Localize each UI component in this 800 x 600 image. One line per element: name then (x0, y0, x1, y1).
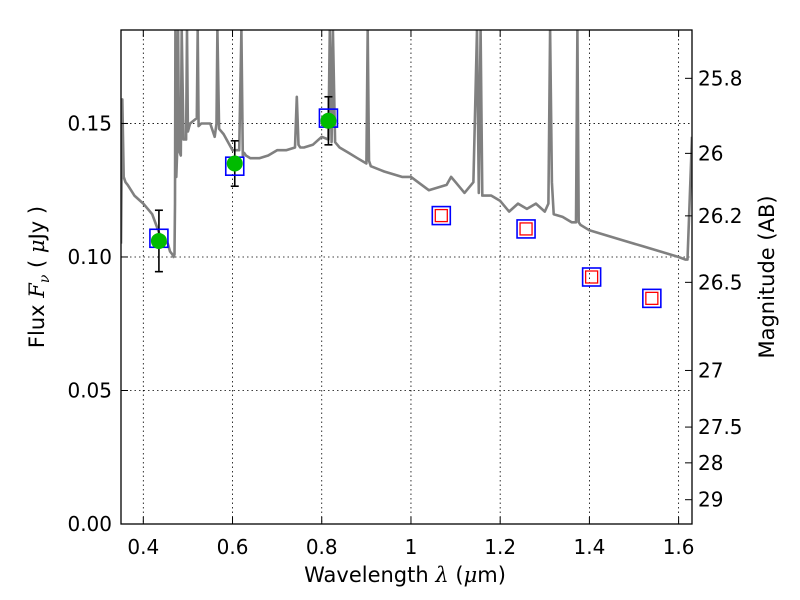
upper-limit-marker (645, 291, 659, 306)
y2-tick-label: 26.5 (698, 270, 743, 294)
sed-model-line (121, 30, 692, 261)
x-tick-label: 1.2 (484, 535, 516, 559)
plot-area (121, 30, 692, 309)
upper-limit-marker (519, 222, 533, 236)
y2-tick-label: 26 (698, 141, 723, 165)
y2-tick-label: 25.8 (698, 66, 743, 90)
y2-tick-label: 27 (698, 358, 723, 382)
y-tick-label: 0.05 (67, 378, 112, 402)
model-flux-square (431, 205, 452, 226)
y2-tick-label: 27.5 (698, 415, 743, 439)
model-flux-square (642, 288, 662, 309)
x-tick-label: 1.6 (663, 535, 695, 559)
x-tick-label: 0.8 (306, 535, 338, 559)
y2-tick-label: 26.2 (698, 204, 743, 228)
model-flux-square (516, 219, 536, 239)
observed-flux-point (320, 112, 337, 129)
x-tick-label: 1.4 (573, 535, 605, 559)
x-tick-label: 1 (405, 535, 418, 559)
x-axis-title: Wavelength λ (μm) (304, 563, 506, 587)
grid (121, 30, 692, 524)
y-tick-label: 0.15 (67, 111, 112, 135)
y2-tick-label: 29 (698, 488, 723, 512)
y2-axis-title: Magnitude (AB) (755, 195, 779, 358)
y-tick-label: 0.00 (67, 512, 112, 536)
y2-tick-label: 28 (698, 451, 723, 475)
observed-flux-point (150, 232, 167, 249)
plot-frame (120, 29, 693, 525)
y-axis-title: Flux Fν ( μJy ) (25, 206, 53, 348)
upper-limit-marker (434, 208, 448, 223)
x-tick-label: 0.4 (127, 535, 159, 559)
upper-limit-marker (584, 270, 599, 284)
axis-ticks: 0.4 0.6 0.8 1 1.2 1.4 1.6 0.00 0.05 0.10 0.15 25.8 2… (67, 30, 743, 559)
y-tick-label: 0.10 (67, 245, 112, 269)
x-tick-label: 0.6 (217, 535, 249, 559)
observed-flux-point (226, 155, 243, 172)
model-flux-square (581, 267, 602, 287)
